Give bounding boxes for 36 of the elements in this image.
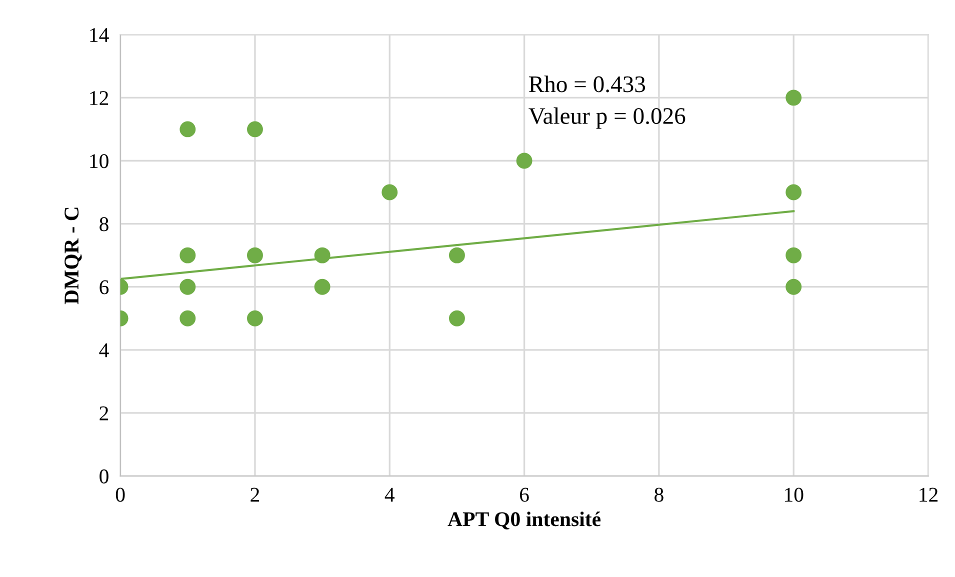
point: [516, 152, 532, 169]
x-tick-label: 8: [654, 488, 664, 502]
y-axis-title: DMQR - C: [64, 208, 82, 304]
point: [786, 184, 802, 200]
y-tick-label: 12: [90, 91, 108, 105]
y-tick-label: 10: [90, 154, 108, 168]
y-tick-label: 0: [100, 469, 108, 484]
annotation: Rho = 0.433: [529, 76, 646, 92]
point: [180, 278, 196, 295]
y-tick-label: 14: [90, 28, 109, 42]
point: [314, 278, 330, 295]
y-tick-label: 8: [100, 217, 108, 232]
point: [247, 247, 263, 264]
point: [247, 310, 263, 326]
x-tick-label: 0: [116, 488, 125, 502]
x-tick-label: 4: [384, 488, 395, 502]
x-tick-label: 2: [250, 488, 260, 502]
point: [786, 247, 802, 264]
x-axis-title: APT Q0 intensité: [448, 512, 601, 530]
point: [180, 310, 196, 326]
annotation: Valeur p = 0.026: [528, 107, 686, 129]
y-tick-label: 6: [100, 280, 109, 294]
x-tick-label: 10: [785, 488, 804, 502]
point: [247, 121, 263, 138]
point: [448, 247, 465, 264]
point: [448, 310, 465, 326]
point: [786, 90, 802, 106]
x-tick-label: 6: [520, 488, 529, 502]
point: [382, 184, 398, 200]
y-tick-label: 2: [100, 406, 108, 420]
point: [786, 278, 802, 295]
point: [314, 247, 330, 264]
y-tick-label: 4: [99, 343, 109, 358]
point: [180, 247, 196, 264]
x-tick-label: 12: [920, 488, 938, 502]
point: [180, 121, 196, 138]
